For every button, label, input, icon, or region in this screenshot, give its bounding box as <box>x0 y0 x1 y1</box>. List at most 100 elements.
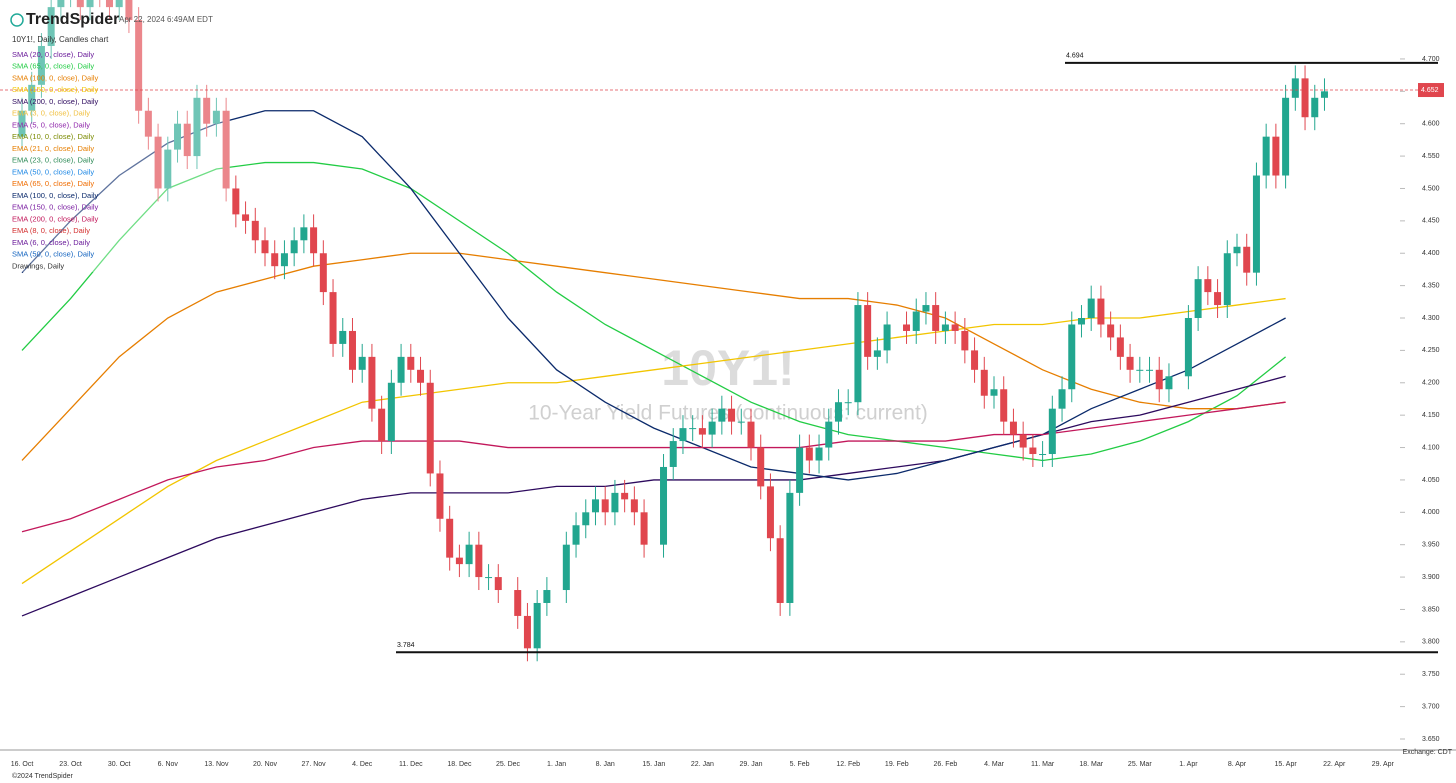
x-tick-label: 4. Mar <box>984 761 1005 768</box>
candle-body <box>728 408 736 422</box>
candle-body <box>786 492 794 603</box>
brand: TrendSpider <box>26 11 119 28</box>
candle-body <box>280 253 288 267</box>
copyright: ©2024 TrendSpider <box>12 772 73 780</box>
candle-body <box>971 350 979 370</box>
x-tick-label: 4. Dec <box>352 761 373 768</box>
candle-body <box>1291 78 1299 98</box>
candle-body <box>1262 136 1270 176</box>
candle-body <box>251 220 259 241</box>
y-tick-label: 4.700 <box>1422 56 1440 63</box>
candle-body <box>1029 447 1037 455</box>
candle-body <box>290 240 298 254</box>
candle-body <box>494 577 502 591</box>
candle-body <box>426 382 434 474</box>
x-tick-label: 11. Mar <box>1031 761 1055 768</box>
candle-body <box>57 0 65 8</box>
candle-body <box>407 356 415 370</box>
watermark-subtitle: 10-Year Yield Futures (continuous: curre… <box>528 402 928 425</box>
x-tick-label: 1. Apr <box>1179 761 1198 768</box>
candle-body <box>864 305 872 357</box>
watermark: 10Y1! <box>661 340 794 396</box>
candle-body <box>154 136 162 189</box>
candle-body <box>815 447 823 461</box>
candle-body <box>358 356 366 370</box>
candle-body <box>329 292 337 344</box>
legend-entry: SMA (200, 0, close), Daily <box>12 97 99 106</box>
moving-average <box>21 401 1286 533</box>
candle-body <box>1243 246 1251 273</box>
candle-body <box>1155 369 1163 390</box>
legend-bg <box>0 0 230 272</box>
candle-body <box>319 253 327 293</box>
y-tick-label: 4.050 <box>1422 477 1440 484</box>
candle-body <box>1126 356 1134 370</box>
last-price-tag <box>1418 83 1444 98</box>
y-tick-label: 4.300 <box>1422 315 1440 322</box>
y-tick-label: 4.150 <box>1422 412 1440 419</box>
candle-body <box>212 110 220 124</box>
x-tick-label: 15. Jan <box>642 761 665 768</box>
candle-body <box>417 369 425 383</box>
candle-body <box>105 0 113 8</box>
legend-entry: SMA (150, 0, close), Daily <box>12 85 99 94</box>
moving-average <box>21 252 1286 461</box>
legend-entry: Drawings, Daily <box>12 261 64 270</box>
y-tick-label: 4.450 <box>1422 218 1440 225</box>
candle-body <box>591 499 599 513</box>
candle-body <box>397 356 405 383</box>
legend-entry: EMA (50, 0, close), Daily <box>12 167 94 176</box>
candle-body <box>922 305 930 312</box>
candle-body <box>562 544 570 591</box>
candle-body <box>776 538 784 603</box>
candle-body <box>873 350 881 357</box>
candle-body <box>689 428 697 430</box>
x-tick-label: 8. Apr <box>1228 761 1247 768</box>
legend-entry: EMA (8, 0, close), Daily <box>12 226 90 235</box>
plot <box>18 0 1328 662</box>
y-tick-label: 4.550 <box>1422 153 1440 160</box>
x-tick-label: 16. Oct <box>11 761 34 768</box>
candle-body <box>1146 369 1154 371</box>
candle-body <box>718 408 726 422</box>
candle-body <box>1252 175 1260 273</box>
candle-body <box>1214 292 1222 306</box>
candle-body <box>144 110 152 137</box>
legend-entry: EMA (3, 0, close), Daily <box>12 109 90 118</box>
y-tick-label: 4.400 <box>1422 250 1440 257</box>
candle-body <box>465 544 473 565</box>
x-tick-label: 6. Nov <box>158 761 179 768</box>
y-tick-label: 3.950 <box>1422 542 1440 549</box>
candle-body <box>533 602 541 649</box>
candle-body <box>543 590 551 603</box>
candle-body <box>1194 279 1202 319</box>
candle-body <box>232 188 240 215</box>
chart-title: 10Y1!, Daily, Candles chart <box>12 35 109 44</box>
y-tick-label: 3.850 <box>1422 606 1440 613</box>
candle-body <box>825 421 833 448</box>
legend-entry: EMA (23, 0, close), Daily <box>12 156 94 165</box>
exchange: Exchange: CDT <box>1403 749 1453 756</box>
candle-body <box>766 486 774 539</box>
candle-body <box>1301 78 1309 118</box>
candle-body <box>1068 324 1076 390</box>
candle-body <box>242 214 250 221</box>
candle-body <box>630 499 638 513</box>
candle-body <box>115 0 123 8</box>
candle-body <box>1009 421 1017 435</box>
y-tick-label: 3.650 <box>1422 736 1440 743</box>
candle-body <box>844 402 852 404</box>
legend-entry: SMA (50, 0, close), Daily <box>12 250 94 259</box>
candle-body <box>708 421 716 435</box>
candle-body <box>796 447 804 493</box>
x-tick-label: 25. Dec <box>496 761 521 768</box>
candle-body <box>1165 376 1173 390</box>
candle-body <box>339 330 347 344</box>
level-label: 3.784 <box>397 642 415 649</box>
candle-body <box>1233 246 1241 254</box>
x-tick-label: 30. Oct <box>108 761 131 768</box>
candle-body <box>757 447 765 487</box>
y-tick-label: 4.200 <box>1422 380 1440 387</box>
y-tick-label: 4.500 <box>1422 185 1440 192</box>
candle-body <box>485 577 493 579</box>
